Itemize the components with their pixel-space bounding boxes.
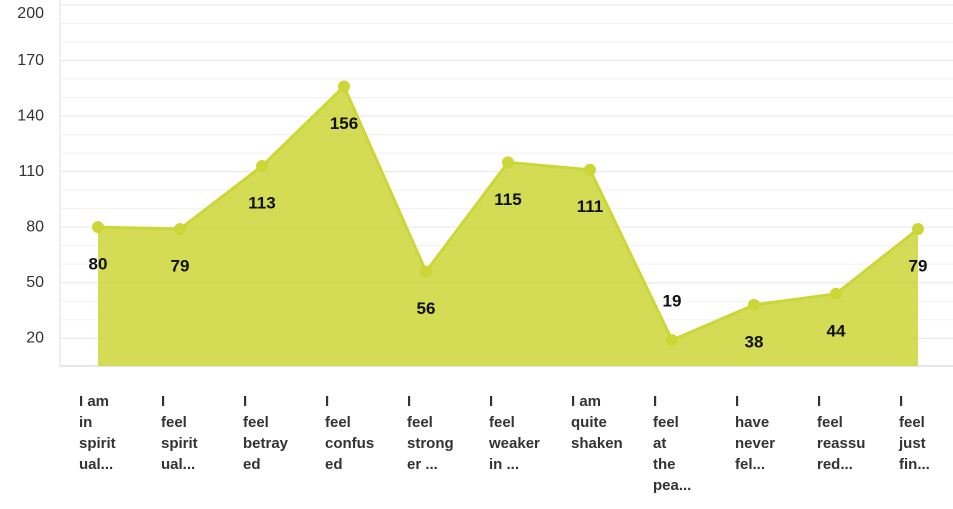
value-label: 156 xyxy=(330,114,358,133)
point xyxy=(420,265,432,278)
area xyxy=(98,86,918,366)
point xyxy=(584,163,596,176)
value-label: 115 xyxy=(494,190,521,209)
point xyxy=(912,223,924,236)
y-tick-label: 170 xyxy=(17,52,44,69)
y-tick-label: 20 xyxy=(26,329,44,346)
x-tick-label: I am quite shaken xyxy=(571,393,623,452)
y-tick-label: 50 xyxy=(26,274,44,291)
y-tick-label: 80 xyxy=(26,218,44,235)
point xyxy=(748,298,760,311)
point xyxy=(256,160,268,173)
point xyxy=(666,334,678,347)
x-tick-label: I am in spirit ual... xyxy=(79,393,116,473)
value-label: 111 xyxy=(577,197,604,216)
value-label: 19 xyxy=(663,292,682,311)
value-label: 79 xyxy=(909,256,928,275)
point xyxy=(92,221,104,234)
value-label: 38 xyxy=(745,332,764,351)
value-label: 80 xyxy=(89,255,108,274)
y-tick-label: 200 xyxy=(17,5,44,22)
y-tick-label: 110 xyxy=(18,163,44,180)
point xyxy=(502,156,514,169)
value-label: 79 xyxy=(171,256,190,275)
value-label: 56 xyxy=(417,299,436,318)
point xyxy=(338,80,350,93)
point xyxy=(174,223,186,236)
value-label: 113 xyxy=(248,194,275,213)
y-tick-label: 140 xyxy=(17,107,44,124)
value-label: 44 xyxy=(827,321,846,340)
point xyxy=(830,287,842,300)
